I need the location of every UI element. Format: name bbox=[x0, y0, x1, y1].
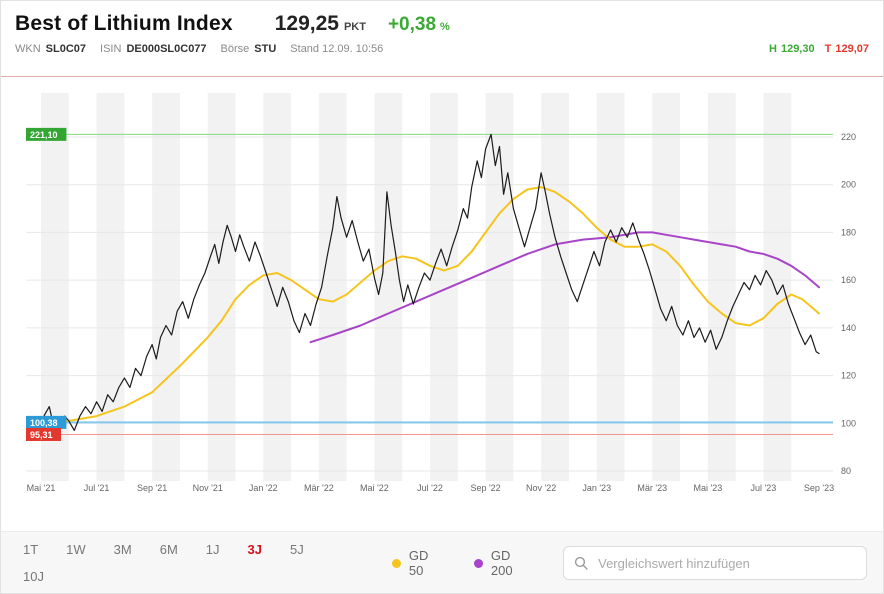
month-stripe bbox=[207, 93, 236, 481]
header-main-row: Best of Lithium Index 129,25 PKT +0,38 % bbox=[15, 12, 869, 36]
range-button-3j[interactable]: 3J bbox=[242, 536, 268, 563]
y-axis-label: 120 bbox=[841, 371, 856, 381]
month-stripe bbox=[652, 93, 681, 481]
series-gd-200 bbox=[309, 231, 820, 344]
x-axis-label: Mai '23 bbox=[693, 483, 722, 493]
y-axis-label: 200 bbox=[841, 180, 856, 190]
legend-label: GD 200 bbox=[490, 548, 513, 578]
high-line-label-box bbox=[26, 127, 67, 141]
range-button-6m[interactable]: 6M bbox=[154, 536, 184, 563]
x-axis-label: Mai '22 bbox=[360, 483, 389, 493]
legend-gd-50[interactable]: GD 50 bbox=[392, 548, 446, 578]
month-stripe bbox=[374, 93, 403, 481]
range-button-1j[interactable]: 1J bbox=[200, 536, 226, 563]
chart-legend: GD 50 GD 200 bbox=[392, 548, 563, 578]
legend-label: GD 50 bbox=[408, 548, 429, 578]
month-stripe bbox=[541, 93, 569, 481]
x-axis-label: Nov '22 bbox=[526, 483, 556, 493]
x-axis-label: Sep '21 bbox=[137, 483, 167, 493]
boerse-value: STU bbox=[254, 43, 277, 55]
x-axis-label: Jan '23 bbox=[582, 483, 611, 493]
month-stripe bbox=[707, 93, 736, 481]
month-stripe bbox=[152, 93, 180, 481]
base-line-label: 100,38 bbox=[30, 418, 58, 428]
wkn-value: SL0C07 bbox=[45, 43, 87, 55]
page-title: Best of Lithium Index bbox=[15, 12, 233, 35]
x-axis-label: Sep '23 bbox=[804, 483, 834, 493]
compare-search-input[interactable] bbox=[596, 554, 856, 572]
legend-dot-gd-200 bbox=[474, 558, 483, 568]
y-axis-label: 180 bbox=[841, 227, 856, 237]
low-line-label: 95,31 bbox=[30, 430, 53, 440]
range-button-10j[interactable]: 10J bbox=[17, 563, 50, 590]
compare-search[interactable] bbox=[563, 546, 867, 580]
y-axis-label: 140 bbox=[841, 323, 856, 333]
change-unit: % bbox=[440, 21, 450, 33]
month-stripe bbox=[430, 93, 458, 481]
boerse-label: Börse bbox=[220, 43, 250, 55]
month-stripe bbox=[318, 93, 347, 481]
low-value: 129,07 bbox=[835, 43, 869, 55]
range-button-5j[interactable]: 5J bbox=[284, 536, 310, 563]
x-axis-label: Jul '21 bbox=[84, 483, 110, 493]
y-axis-label: 220 bbox=[841, 132, 856, 142]
stand-timestamp: Stand 12.09. 10:56 bbox=[290, 43, 384, 55]
y-axis-label: 100 bbox=[841, 418, 856, 428]
low-label: T bbox=[824, 43, 832, 55]
x-axis-label: Jul '22 bbox=[417, 483, 443, 493]
x-axis-label: Mär '23 bbox=[637, 483, 667, 493]
price-chart[interactable]: 80 100 120 140 160 180 200 220 221,10 100,38 95,31… bbox=[1, 77, 884, 531]
x-axis-label: Nov '21 bbox=[193, 483, 223, 493]
header: Best of Lithium Index 129,25 PKT +0,38 %… bbox=[1, 1, 883, 77]
x-axis-label: Mär '22 bbox=[304, 483, 334, 493]
change-value: +0,38 bbox=[387, 14, 437, 35]
month-stripe bbox=[763, 93, 792, 481]
range-button-3m[interactable]: 3M bbox=[108, 536, 138, 563]
chart-area[interactable]: 80 100 120 140 160 180 200 220 221,10 100,38 95,31… bbox=[1, 77, 883, 531]
range-button-1w[interactable]: 1W bbox=[60, 536, 92, 563]
range-selector: 1T 1W 3M 6M 1J 3J 5J 10J bbox=[17, 536, 372, 590]
series-best-of-lithium-index bbox=[40, 133, 820, 436]
x-axis-label: Jul '23 bbox=[751, 483, 777, 493]
base-line-label-box bbox=[26, 415, 67, 429]
month-stripe bbox=[485, 93, 514, 481]
series-gd-50 bbox=[48, 186, 820, 422]
month-stripe bbox=[263, 93, 292, 481]
legend-dot-gd-50 bbox=[392, 558, 401, 568]
price-value: 129,25 bbox=[274, 12, 339, 35]
x-axis-label: Jan '22 bbox=[249, 483, 278, 493]
header-meta-row: WKN SL0C07 ISIN DE000SL0C077 Börse STU S… bbox=[15, 43, 869, 55]
high-line-label: 221,10 bbox=[30, 130, 58, 140]
isin-value: DE000SL0C077 bbox=[126, 43, 207, 55]
high-low-readout: H 129,30 T 129,07 bbox=[769, 43, 869, 55]
y-axis-label: 80 bbox=[841, 466, 851, 476]
high-label: H bbox=[769, 43, 777, 55]
y-axis-label: 160 bbox=[841, 275, 856, 285]
isin-label: ISIN bbox=[100, 43, 122, 55]
month-stripe bbox=[96, 93, 125, 481]
bottom-toolbar: 1T 1W 3M 6M 1J 3J 5J 10J GD 50 GD 200 bbox=[1, 531, 883, 593]
range-button-1t[interactable]: 1T bbox=[17, 536, 44, 563]
month-stripe bbox=[596, 93, 625, 481]
x-axis-label: Mai '21 bbox=[27, 483, 56, 493]
high-value: 129,30 bbox=[780, 43, 815, 55]
x-axis-label: Sep '22 bbox=[470, 483, 500, 493]
price-unit: PKT bbox=[343, 21, 366, 33]
search-icon bbox=[575, 556, 588, 570]
wkn-label: WKN bbox=[15, 43, 41, 55]
legend-gd-200[interactable]: GD 200 bbox=[474, 548, 535, 578]
low-line-label-box bbox=[26, 427, 61, 441]
